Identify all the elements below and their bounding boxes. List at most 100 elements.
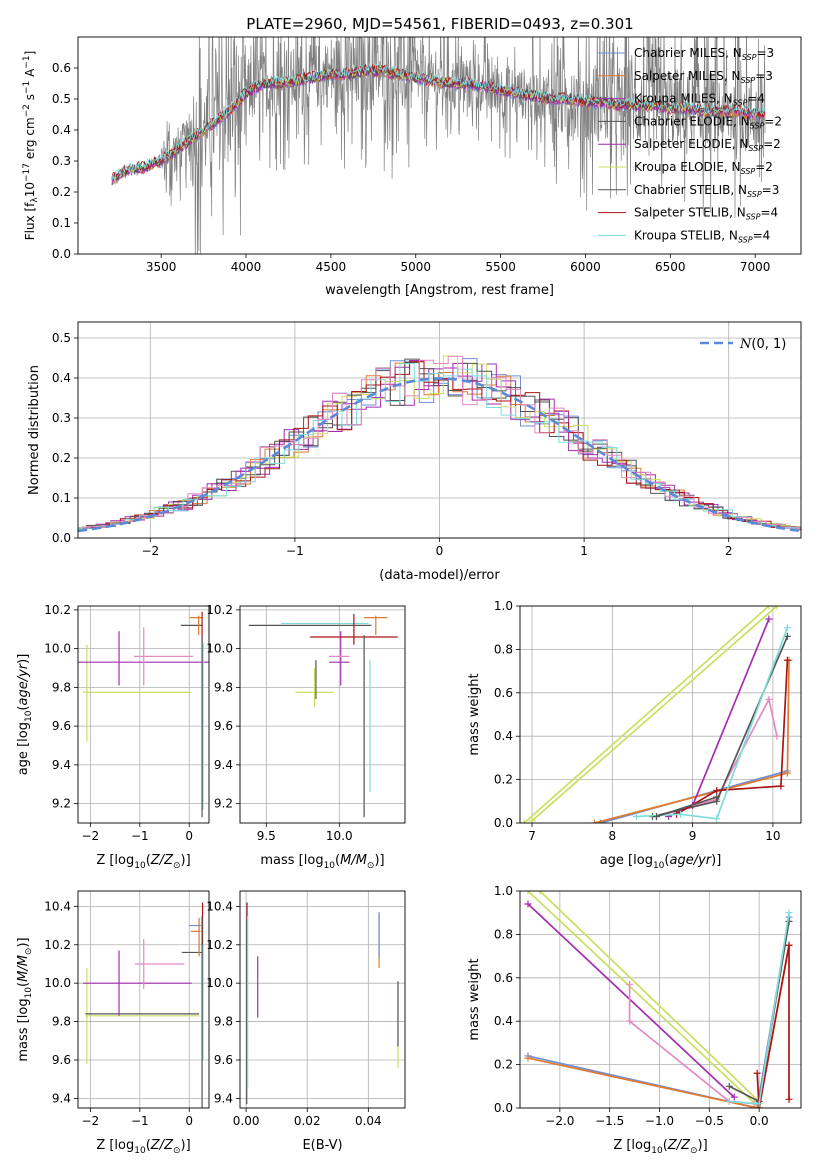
y-tick-label: 9.8 — [214, 680, 233, 694]
label-part: )] — [374, 853, 384, 868]
x-tick-label: −1.5 — [595, 1114, 624, 1128]
y-tick-label: 9.8 — [52, 680, 71, 694]
weight-point-marker — [785, 917, 793, 925]
weight-point-marker — [520, 819, 528, 823]
y-tick-label: 0.6 — [52, 61, 71, 75]
subscript: λ — [30, 197, 40, 203]
weight-point-marker — [785, 1095, 793, 1103]
residual-histogram — [78, 355, 801, 531]
axes-frame — [519, 890, 802, 1109]
y-tick-label: 0.1 — [52, 491, 71, 505]
subscript: SSP — [741, 76, 756, 85]
weight-point-marker — [753, 1069, 761, 1077]
legend-value: =3 — [755, 69, 773, 83]
y-tick-label: 0.4 — [52, 371, 71, 385]
weight-point-marker — [713, 815, 721, 823]
x-axis-label: Z [log10(Z/Z⊙)] — [613, 1138, 707, 1156]
weight-series-line — [656, 796, 717, 818]
mass-vs-ebv-panel: 0.00 0.02 0.04 9.4 9.6 9.8 10.0 10.2 10.4 E(B-V) — [206, 890, 406, 1153]
subscript: SSP — [747, 190, 762, 199]
weight-series-line — [676, 660, 789, 816]
x-tick-label: 7 — [528, 829, 536, 843]
y-tick-label: 0.0 — [52, 247, 71, 261]
label-part: 10 — [23, 182, 37, 197]
axes-frame — [77, 321, 802, 539]
y-tick-label: 9.8 — [214, 1015, 233, 1029]
axes-frame — [239, 890, 406, 1109]
label-part: )] — [16, 654, 31, 664]
weight-point-marker — [783, 769, 791, 777]
x-tick-label: 6000 — [570, 260, 601, 274]
label-part: Z/Z — [667, 1138, 691, 1153]
y-tick-label: 0.4 — [494, 729, 513, 743]
axes-frame — [77, 890, 210, 1109]
x-tick-label: 0 — [436, 544, 444, 558]
weight-point-marker — [713, 793, 721, 801]
x-tick-label: 1 — [580, 544, 588, 558]
weight-series-line — [756, 945, 790, 1108]
legend-value: =2 — [755, 160, 773, 174]
superscript: −2 — [22, 104, 32, 117]
x-tick-label: −1 — [286, 544, 304, 558]
weight-point-marker — [725, 1082, 733, 1090]
subscript: SSP — [733, 99, 748, 108]
y-tick-label: 10.2 — [44, 938, 71, 952]
weight-series-line — [527, 903, 735, 1098]
model-spectrum-kroupa-stelib — [111, 62, 766, 181]
x-tick-label: 2 — [725, 544, 733, 558]
subscript: 10 — [134, 1146, 146, 1156]
y-tick-label: 0.3 — [52, 411, 71, 425]
y-tick-label: 9.2 — [214, 797, 233, 811]
y-axis-label: mass weight — [467, 673, 482, 755]
x-tick-label: 4500 — [316, 260, 347, 274]
y-tick-label: 0.2 — [52, 185, 71, 199]
weight-point-marker — [536, 891, 544, 895]
weight-point-marker — [528, 817, 536, 823]
x-axis-label: wavelength [Angstrom, rest frame] — [325, 283, 554, 298]
weight-series-line — [531, 606, 778, 822]
x-axis-label: Z [log10(Z/Z⊙)] — [96, 853, 190, 871]
weight-point-marker — [677, 810, 685, 818]
x-tick-label: 0.00 — [233, 1114, 260, 1128]
axes-frame — [77, 605, 210, 824]
subscript: ⊙ — [173, 861, 181, 871]
weight-point-marker — [773, 606, 781, 610]
weight-point-marker — [765, 606, 773, 610]
label-part: )] — [711, 853, 721, 868]
x-axis-label: mass [log10(M/M⊙)] — [260, 853, 384, 871]
label-part: ( — [663, 1138, 668, 1153]
label-part: M/M — [16, 955, 31, 982]
subscript: 10 — [134, 861, 146, 871]
y-tick-label: 1.0 — [494, 599, 513, 613]
x-tick-label: 6500 — [655, 260, 686, 274]
y-tick-label: 10.2 — [206, 938, 233, 952]
weight-point-marker — [524, 891, 532, 895]
label-part: ( — [335, 853, 340, 868]
y-tick-label: 9.4 — [52, 1091, 71, 1105]
legend-entry: Salpeter ELODIE, NSSP=2 — [634, 137, 781, 153]
weight-series-line — [527, 891, 758, 1107]
y-axis-label: Normed distribution — [27, 365, 42, 495]
label-part: )] — [16, 937, 31, 947]
x-tick-label: 0 — [185, 829, 193, 843]
legend-symbol: N — [739, 337, 752, 352]
legend-value: =2 — [763, 137, 781, 151]
subscript: 10 — [653, 861, 665, 871]
label-part: ( — [16, 982, 31, 987]
x-tick-label: 10 — [765, 829, 780, 843]
y-tick-label: 0.5 — [52, 331, 71, 345]
weight-point-marker — [591, 819, 599, 823]
y-tick-label: 9.6 — [52, 719, 71, 733]
weight-vs-age-panel: 7 8 9 10 0.0 0.2 0.4 0.6 0.8 1.0 mass weight age [l… — [467, 599, 802, 871]
y-tick-label: 9.6 — [214, 719, 233, 733]
age-vs-metallicity-panel: −2 −1 0 9.2 9.4 9.6 9.8 10.0 10.2 Z [log10(Z/Z⊙)]… — [16, 603, 210, 871]
weight-point-marker — [785, 909, 793, 917]
y-tick-label: 0.2 — [494, 1058, 513, 1072]
y-tick-label: 10.2 — [206, 603, 233, 617]
x-tick-label: 4000 — [231, 260, 262, 274]
superscript: −17 — [22, 163, 32, 182]
legend-entry: Chabrier STELIB, NSSP=3 — [634, 183, 779, 199]
weight-point-marker — [524, 1054, 532, 1062]
subscript: SSP — [750, 121, 765, 130]
